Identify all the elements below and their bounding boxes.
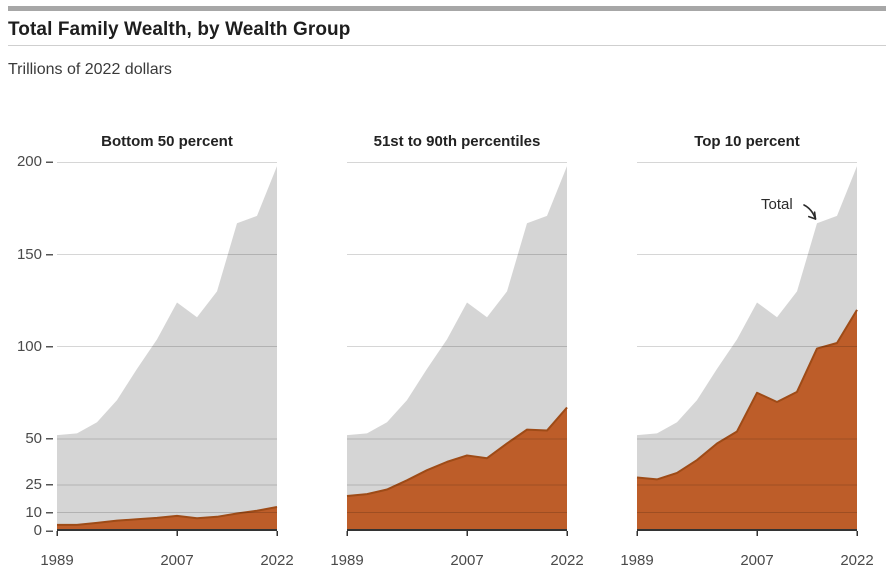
y-tick-label-50: 50	[25, 429, 42, 447]
y-tick-label-0: 0	[33, 522, 42, 539]
group-line	[57, 506, 278, 526]
group-area	[57, 507, 277, 531]
group-line	[346, 406, 568, 497]
y-tick-label-200: 200	[16, 153, 42, 171]
x-tick-label-2007: 2007	[160, 552, 194, 569]
x-tick-label-1989: 1989	[40, 552, 74, 569]
x-tick-label-2007: 2007	[450, 552, 484, 569]
group-area	[637, 309, 857, 531]
panel-title-top-10: Top 10 percent	[694, 133, 800, 150]
x-tick-label-2022: 2022	[260, 552, 294, 569]
panel-1-plot	[56, 161, 278, 536]
y-tick-label-100: 100	[16, 337, 42, 355]
total-arrow	[803, 204, 817, 220]
panel-2-plot	[346, 161, 568, 536]
chart-subtitle: Trillions of 2022 dollars	[8, 61, 172, 78]
top-accent-bar	[8, 6, 886, 11]
total-annotation: Total	[761, 196, 793, 213]
group-area	[347, 407, 567, 531]
page-title: Total Family Wealth, by Wealth Group	[8, 19, 351, 40]
total-area	[57, 166, 277, 531]
y-tick-label-10: 10	[25, 503, 42, 521]
group-line	[636, 309, 858, 481]
panel-3-plot	[636, 161, 858, 536]
x-tick-label-2022: 2022	[550, 552, 584, 569]
title-divider	[8, 45, 886, 46]
x-tick-label-1989: 1989	[330, 552, 364, 569]
y-tick-label-25: 25	[25, 475, 42, 493]
x-tick-label-1989: 1989	[620, 552, 654, 569]
x-tick-label-2007: 2007	[740, 552, 774, 569]
total-arrow-head	[808, 211, 817, 220]
panel-title-bottom-50: Bottom 50 percent	[101, 133, 233, 150]
y-tick-label-150: 150	[16, 245, 42, 263]
x-tick-label-2022: 2022	[840, 552, 874, 569]
panel-title-51st-90th: 51st to 90th percentiles	[373, 133, 541, 150]
